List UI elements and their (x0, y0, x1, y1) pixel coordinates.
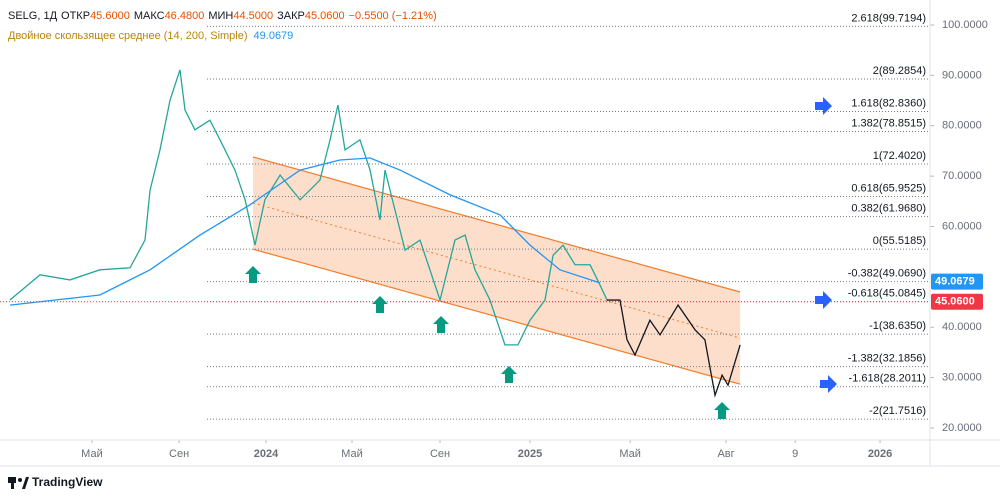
y-tick-label: 60.0000 (942, 220, 982, 232)
up-arrow (433, 316, 449, 333)
channel-line (252, 156, 741, 293)
fib-label: 2.618(99.7194) (851, 12, 926, 24)
channel-midline (252, 202, 741, 339)
brand-logo: TradingView (8, 475, 103, 489)
logo-mark (11, 477, 14, 489)
x-tick-label: Сен (169, 448, 189, 460)
symbol: SELG, 1Д (8, 10, 58, 22)
y-tick-label: 20.0000 (942, 422, 982, 434)
header: SELG, 1Д ОТКР45.6000 МАКС46.4800 МИН44.5000… (8, 10, 437, 22)
right-arrow (820, 375, 837, 393)
indicator-name: Двойное скользящее среднее (14, 200, Sim… (8, 30, 248, 42)
ohlc-key: ЗАКР (277, 10, 305, 22)
fib-label: -1.382(32.1856) (848, 353, 926, 365)
up-arrow (501, 366, 517, 383)
fib-label: -0.382(49.0690) (848, 267, 926, 279)
target-arrows (815, 97, 837, 393)
y-tick-label: 40.0000 (942, 321, 982, 333)
channel-fill (253, 156, 741, 385)
y-tick-label: 30.0000 (942, 372, 982, 384)
x-tick-label: Сен (430, 448, 450, 460)
indicator-value: 49.0679 (254, 30, 294, 42)
fib-label: -1.618(28.2011) (849, 373, 926, 385)
up-arrow (714, 402, 730, 419)
fib-label: 1.618(82.8360) (851, 97, 926, 109)
right-arrow (815, 291, 832, 309)
fib-label: -1(38.6350) (869, 320, 926, 332)
fib-label: 2(89.2854) (873, 65, 926, 77)
x-tick-label: Май (341, 448, 363, 460)
brand: TradingView (32, 475, 103, 489)
y-tick-label: 80.0000 (942, 120, 982, 132)
indicator-badge (931, 273, 983, 290)
fib-label: 1.382(78.8515) (851, 117, 926, 129)
x-tick-label: 9 (792, 448, 798, 460)
right-arrow (815, 97, 832, 115)
ohlc-value: 46.4800 (165, 10, 205, 22)
change: −0.5500 (−1.21%) (349, 10, 437, 22)
fib-label: -0.618(45.0845) (848, 288, 926, 300)
price-line (607, 299, 741, 398)
x-tick-label: Авг (717, 448, 734, 460)
x-tick-label: Май (619, 448, 641, 460)
y-tick-label: 100.0000 (942, 19, 988, 31)
ohlc-key: МИН (208, 10, 233, 22)
y-tick-label: 70.0000 (942, 170, 982, 182)
last-price-label: 45.0600 (935, 296, 975, 308)
signal-arrows (245, 266, 730, 419)
ohlc-key: ОТКР (61, 10, 90, 22)
up-arrow (245, 266, 261, 283)
ohlc-value: 45.6000 (90, 10, 130, 22)
fib-label: 0(55.5185) (873, 235, 926, 247)
indicator-badge-label: 49.0679 (935, 275, 975, 287)
x-tick-label: 2024 (254, 448, 279, 460)
x-tick-label: 2026 (868, 448, 892, 460)
fib-label: 0.618(65.9525) (851, 182, 926, 194)
ohlc-key: МАКС (134, 10, 165, 22)
fib-label: 0.382(61.9680) (851, 202, 926, 214)
logo-mark (22, 477, 29, 489)
last-price-badge (931, 293, 983, 310)
fib-label: -2(21.7516) (869, 405, 926, 417)
channel-line (252, 248, 741, 385)
x-tick-label: Май (81, 448, 103, 460)
x-tick-label: 2025 (518, 448, 542, 460)
price-line (9, 69, 608, 346)
up-arrow (372, 296, 388, 313)
indicator-legend: Двойное скользящее среднее (14, 200, Sim… (8, 30, 293, 42)
ohlc-value: 45.0600 (305, 10, 345, 22)
ohlc-value: 44.5000 (233, 10, 273, 22)
logo-mark (18, 478, 22, 482)
plot: 2.618(99.7194) 2(89.2854) 1.618(82.8360) 1.… (0, 12, 988, 460)
price-line (9, 157, 601, 306)
y-tick-label: 90.0000 (942, 69, 982, 81)
fib-label: 1(72.4020) (873, 150, 926, 162)
